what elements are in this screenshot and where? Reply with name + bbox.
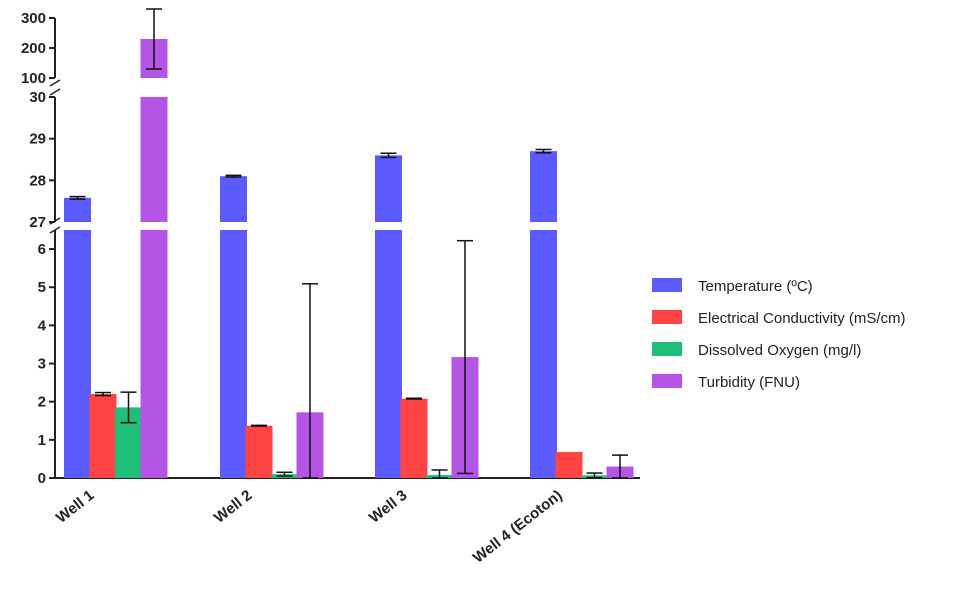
legend-label: Temperature (ºC): [698, 278, 813, 295]
y-tick-label: 100: [21, 70, 46, 87]
x-tick-label: Well 2: [211, 487, 255, 527]
error-bar: [535, 148, 552, 154]
bars: [64, 8, 634, 479]
error-bar: [225, 174, 242, 178]
bar: [89, 394, 117, 478]
error-bar: [69, 195, 86, 200]
error-bar: [380, 152, 397, 159]
axis-break-mark: [49, 79, 61, 87]
x-tick-label: Well 3: [366, 487, 410, 527]
legend-entry: Electrical Conductivity (mS/cm): [652, 310, 906, 327]
legend-label: Turbidity (FNU): [698, 374, 800, 391]
y-tick-label: 6: [38, 241, 46, 258]
bar: [245, 425, 273, 478]
axis-break-mark: [49, 217, 61, 225]
error-bar: [146, 8, 162, 70]
bar: [555, 452, 583, 478]
legend-label: Dissolved Oxygen (mg/l): [698, 342, 861, 359]
y-tick-label: 200: [21, 40, 46, 57]
x-tick-label: Well 1: [53, 487, 97, 527]
legend-entry: Turbidity (FNU): [652, 374, 800, 391]
legend-entry: Dissolved Oxygen (mg/l): [652, 342, 861, 359]
bar: [375, 155, 402, 478]
y-tick-label: 300: [21, 10, 46, 27]
error-bar: [95, 391, 111, 397]
legend-entry: Temperature (ºC): [652, 278, 813, 295]
error-bar: [431, 469, 448, 479]
error-bar: [276, 471, 293, 477]
y-tick-label: 1: [38, 432, 46, 449]
error-bar: [457, 239, 473, 475]
y-tick-label: 3: [38, 356, 46, 373]
y-tick-label: 5: [38, 279, 46, 296]
y-tick-label: 0: [38, 470, 46, 487]
y-tick-label: 4: [38, 317, 47, 334]
legend: Temperature (ºC) Electrical Conductivity …: [652, 278, 906, 391]
x-tick-label: Well 4 (Ecoton): [470, 487, 566, 567]
legend-swatch: [652, 310, 682, 324]
bar: [530, 151, 557, 478]
error-bar: [251, 424, 267, 427]
y-tick-label: 29: [29, 131, 46, 148]
legend-swatch: [652, 278, 682, 292]
bar: [64, 197, 91, 478]
y-tick-label: 30: [29, 89, 46, 106]
category-labels: Well 1 Well 2 Well 3 Well 4 (Ecoton): [53, 487, 565, 567]
error-bar: [612, 454, 628, 479]
legend-swatch: [652, 342, 682, 356]
legend-label: Electrical Conductivity (mS/cm): [698, 310, 906, 327]
bar: [400, 398, 428, 478]
y-tick-label: 28: [29, 172, 46, 189]
error-bar: [406, 397, 422, 400]
legend-swatch: [652, 374, 682, 388]
y-tick-label: 2: [38, 394, 46, 411]
axis-break-mark: [49, 88, 61, 96]
error-bar: [302, 283, 318, 479]
axis-break-mark: [49, 226, 61, 234]
bar: [140, 39, 168, 478]
y-tick-label: 27: [29, 214, 46, 231]
error-bar: [586, 472, 603, 479]
error-bar: [120, 391, 137, 424]
bar: [220, 176, 247, 478]
y-axis: 0 1 2 3 4 5 6 27 28 29 30 100 200 300: [21, 10, 640, 487]
